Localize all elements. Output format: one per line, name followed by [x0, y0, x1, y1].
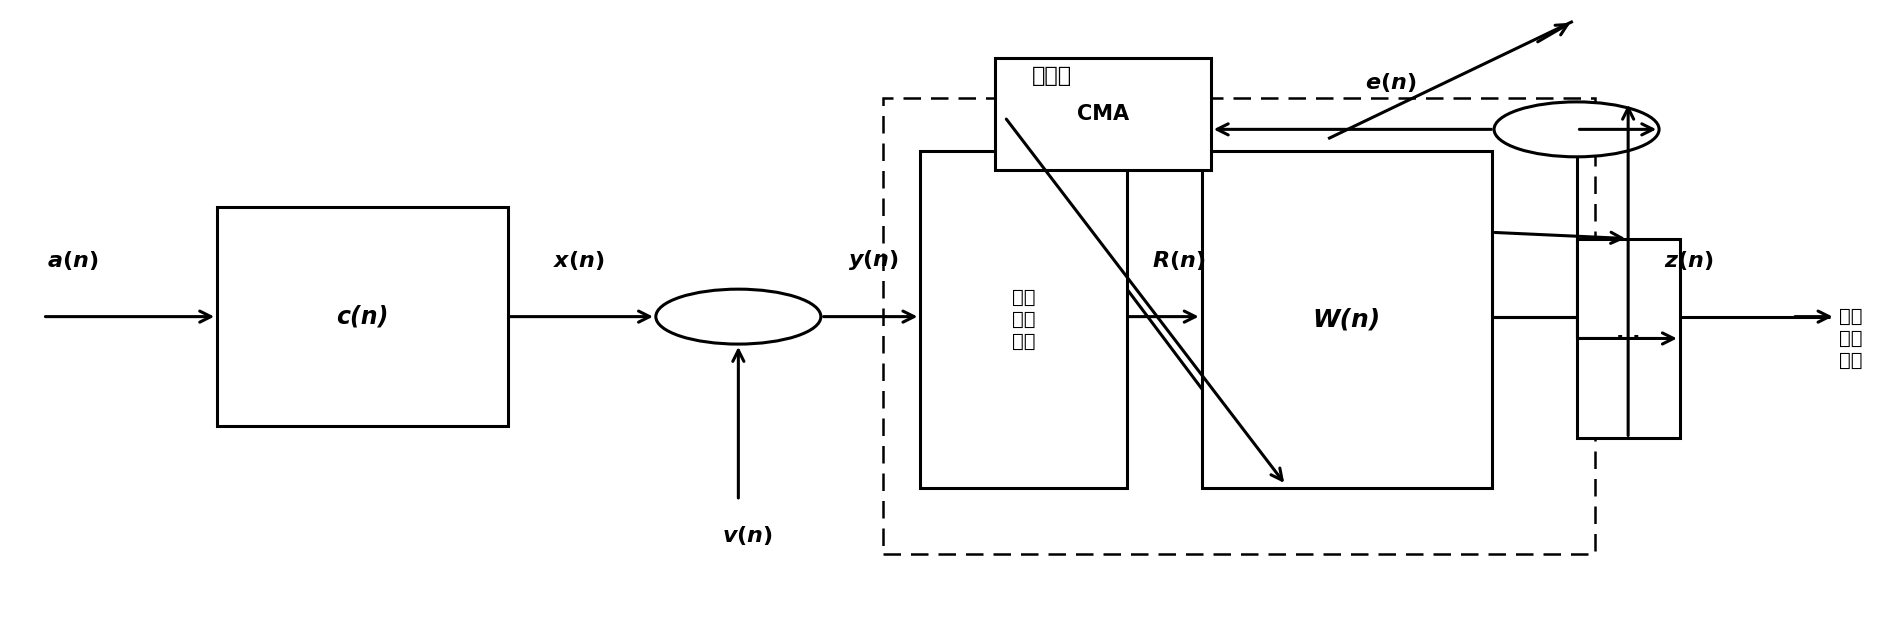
Bar	[995, 58, 1211, 170]
Text: $\boldsymbol{e(n)}$: $\boldsymbol{e(n)}$	[1365, 71, 1416, 94]
Text: CMA: CMA	[1076, 103, 1129, 124]
Text: 误差
生成
函数: 误差 生成 函数	[1839, 307, 1863, 370]
Text: · ·: · ·	[1615, 329, 1639, 349]
Text: $\boldsymbol{z(n)}$: $\boldsymbol{z(n)}$	[1664, 249, 1715, 272]
Text: $\boldsymbol{R(n)}$: $\boldsymbol{R(n)}$	[1153, 249, 1206, 272]
Text: $\boldsymbol{x(n)}$: $\boldsymbol{x(n)}$	[554, 249, 605, 272]
Text: W(n): W(n)	[1313, 308, 1380, 332]
Bar	[883, 98, 1594, 554]
Circle shape	[1495, 102, 1658, 157]
Text: $\boldsymbol{y(n)}$: $\boldsymbol{y(n)}$	[849, 248, 900, 273]
Bar	[1576, 239, 1679, 438]
Text: c(n): c(n)	[336, 305, 389, 329]
Circle shape	[655, 289, 821, 344]
Text: $\boldsymbol{v(n)}$: $\boldsymbol{v(n)}$	[723, 524, 774, 547]
Bar	[218, 208, 507, 426]
Text: 正交
小波
变换: 正交 小波 变换	[1012, 288, 1035, 351]
Bar	[1202, 151, 1493, 488]
Bar	[920, 151, 1127, 488]
Text: 均衡器: 均衡器	[1031, 66, 1072, 87]
Text: $\boldsymbol{a(n)}$: $\boldsymbol{a(n)}$	[47, 249, 98, 272]
